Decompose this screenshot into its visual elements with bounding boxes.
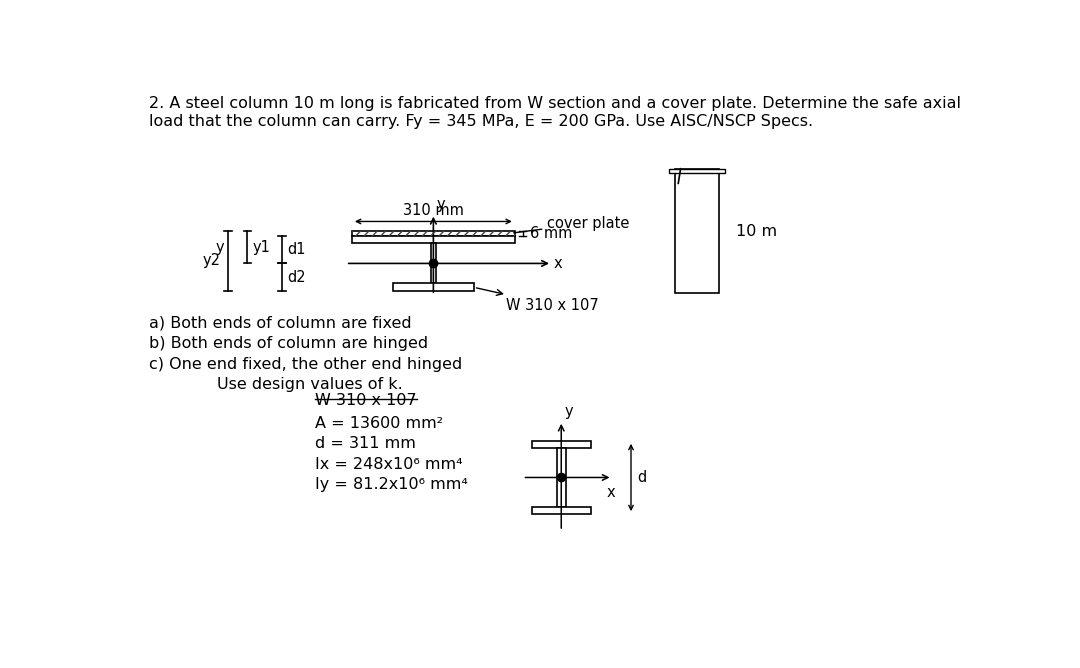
Bar	[675, 170, 718, 293]
Text: x: x	[554, 256, 562, 271]
Text: y: y	[565, 404, 573, 420]
Text: x: x	[606, 485, 615, 500]
Bar	[531, 507, 591, 514]
Text: W 310 x 107: W 310 x 107	[314, 393, 417, 407]
Text: 310 mm: 310 mm	[403, 203, 463, 218]
Text: Ix = 248x10⁶ mm⁴: Ix = 248x10⁶ mm⁴	[314, 457, 462, 472]
Bar	[352, 230, 515, 236]
Bar	[352, 230, 515, 236]
Text: load that the column can carry. Fy = 345 MPa, E = 200 GPa. Use AISC/NSCP Specs.: load that the column can carry. Fy = 345…	[149, 114, 813, 129]
Text: d1: d1	[287, 242, 306, 257]
Text: Iy = 81.2x10⁶ mm⁴: Iy = 81.2x10⁶ mm⁴	[314, 477, 468, 492]
Text: y2: y2	[202, 253, 220, 269]
Text: 10 m: 10 m	[735, 224, 777, 238]
Text: Use design values of k.: Use design values of k.	[217, 377, 403, 392]
Bar	[557, 448, 566, 507]
Text: 6 mm: 6 mm	[530, 226, 572, 240]
Text: a) Both ends of column are fixed: a) Both ends of column are fixed	[149, 316, 411, 331]
Bar	[352, 236, 515, 243]
Text: d2: d2	[287, 270, 307, 285]
Text: y1: y1	[253, 240, 271, 255]
Text: c) One end fixed, the other end hinged: c) One end fixed, the other end hinged	[149, 357, 462, 371]
Text: b) Both ends of column are hinged: b) Both ends of column are hinged	[149, 336, 428, 351]
Text: d: d	[637, 470, 647, 485]
Text: cover plate: cover plate	[514, 216, 630, 233]
Bar	[531, 441, 591, 448]
Text: y: y	[216, 240, 225, 255]
Text: W 310 x 107: W 310 x 107	[476, 288, 599, 313]
Text: y: y	[436, 197, 445, 212]
Text: 2. A steel column 10 m long is fabricated from W section and a cover plate. Dete: 2. A steel column 10 m long is fabricate…	[149, 96, 961, 111]
Text: d = 311 mm: d = 311 mm	[314, 436, 416, 452]
Text: A = 13600 mm²: A = 13600 mm²	[314, 416, 443, 431]
Bar	[431, 243, 436, 283]
Bar	[393, 283, 474, 291]
Bar	[669, 170, 725, 173]
